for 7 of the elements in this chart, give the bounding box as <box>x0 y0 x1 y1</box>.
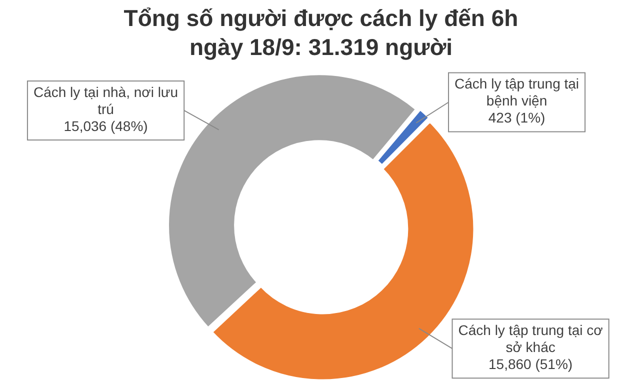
data-label: 15,860 (51%) <box>488 356 573 372</box>
data-label: 15,036 (48%) <box>64 118 148 134</box>
chart-title: Tổng số người được cách ly đến 6h ngày 18/9: 31.319 người <box>122 4 520 62</box>
slice-label: Cách ly tập trung tại bệnh viện <box>454 76 580 109</box>
data-label: 423 (1%) <box>488 110 546 126</box>
slice-label: Cách ly tại nhà, nơi lưu trú <box>33 84 178 117</box>
slice-label: Cách ly tập trung tại cơ sở khác <box>458 322 603 355</box>
